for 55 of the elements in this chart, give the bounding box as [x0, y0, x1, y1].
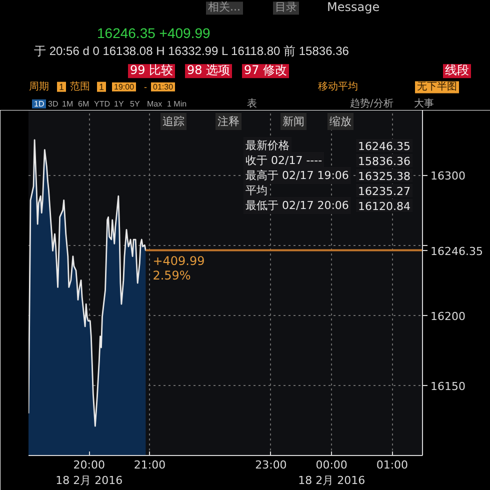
annotation: 15836.36 — [358, 155, 411, 168]
text: 97 修改 — [242, 63, 290, 78]
chart-subtitle: 于 20:56 d 0 16138.08 H 16332.99 L 16118.80 前 15836.36 — [34, 44, 349, 59]
text: 99 比较 — [128, 63, 176, 78]
text: YTD — [94, 99, 110, 109]
text: 表 — [247, 98, 257, 110]
annotation: 16120.84 — [358, 200, 411, 213]
text: 大事 — [414, 98, 434, 110]
annotation: 缩放 — [330, 115, 352, 128]
annotation: 新闻 — [282, 115, 304, 128]
ref-line-label: 16246.35 — [430, 244, 483, 258]
y-tick-label: 16200 — [430, 310, 466, 323]
text: 3D — [48, 99, 58, 109]
text: 1M — [62, 99, 74, 109]
text: 6M — [78, 99, 90, 109]
annotation: 追踪 — [162, 115, 184, 128]
text: 线段 — [443, 63, 471, 78]
annotation: 平均 — [246, 184, 268, 197]
text: 范围 — [70, 81, 90, 93]
annotation: +409.99 — [152, 254, 205, 268]
text: 1 Min — [167, 99, 187, 109]
text: 周期 — [29, 81, 49, 93]
text: 1D — [32, 99, 46, 109]
x-tick-label: 21:00 — [134, 458, 166, 472]
text: 1 — [57, 82, 66, 92]
x-tick-label: 23:00 — [255, 458, 287, 472]
annotation: 最高于 02/17 19:06 — [246, 169, 349, 182]
annotation: 2.59% — [152, 268, 191, 282]
text: 98 选项 — [185, 63, 232, 78]
x-tick-label: 20:00 18 2月 2016 — [56, 458, 123, 488]
text: 5Y — [130, 99, 140, 109]
text: - — [144, 82, 147, 92]
text: 无下半图 — [415, 81, 459, 93]
y-tick-label: 16150 — [430, 380, 466, 393]
text: 19:00 — [112, 82, 136, 92]
text: Max — [147, 99, 162, 109]
text: 目录 — [273, 0, 299, 14]
annotation: 16325.38 — [358, 170, 411, 183]
annotation: 最低于 02/17 20:06 — [246, 199, 349, 212]
text: 1Y — [114, 99, 124, 109]
x-tick-label: 01:00 — [376, 458, 408, 472]
annotation: 最新价格 — [246, 139, 290, 152]
text: 1 — [97, 82, 106, 92]
text: Message — [327, 0, 380, 15]
y-tick-label: 16300 — [430, 170, 466, 183]
text: 趋势/分析 — [350, 98, 394, 110]
annotation: 16246.35 — [358, 140, 411, 153]
x-tick-label: 00:00 18 2月 2016 — [298, 458, 366, 488]
annotation: 收于 02/17 ---- — [246, 154, 322, 167]
chart-title: 16246.35 +409.99 — [97, 24, 210, 42]
annotation: 注释 — [218, 115, 240, 128]
text: 移动平均 — [318, 81, 358, 93]
text: 01:30 — [151, 82, 176, 92]
annotation: 16235.27 — [358, 185, 411, 198]
text: 相关... — [206, 0, 242, 14]
